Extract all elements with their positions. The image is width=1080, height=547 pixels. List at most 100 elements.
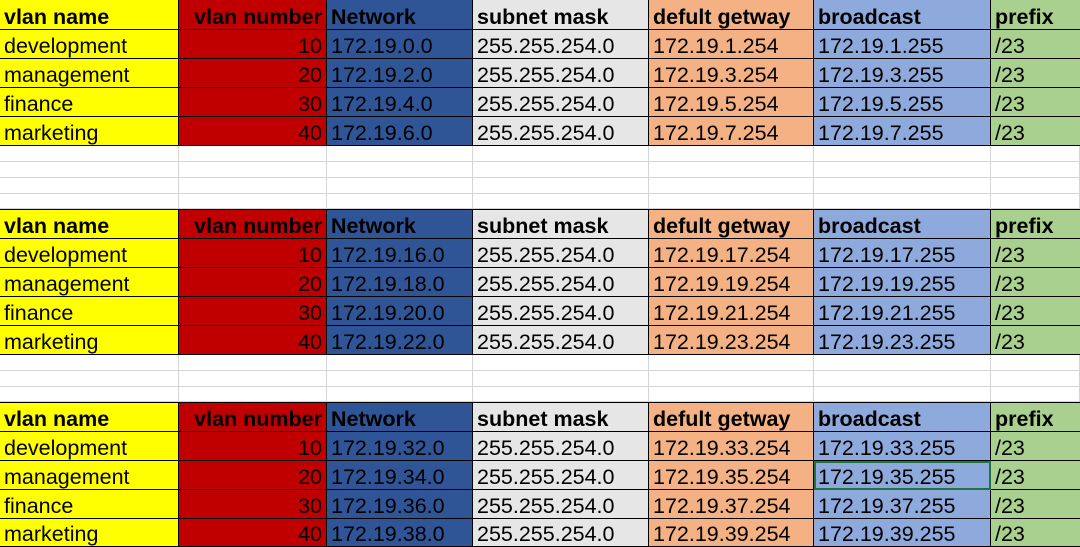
- cell-subnet-mask[interactable]: 255.255.254.0: [473, 88, 649, 117]
- empty-cell[interactable]: [179, 146, 327, 162]
- cell-prefix[interactable]: /23: [991, 88, 1080, 117]
- empty-cell[interactable]: [473, 355, 649, 371]
- header-prefix[interactable]: prefix: [991, 210, 1080, 239]
- cell-broadcast-selected[interactable]: 172.19.35.255: [814, 461, 991, 490]
- cell-vlan-name[interactable]: development: [0, 30, 179, 59]
- cell-broadcast[interactable]: 172.19.37.255: [814, 490, 991, 519]
- cell-default-gateway[interactable]: 172.19.39.254: [649, 519, 814, 547]
- cell-subnet-mask[interactable]: 255.255.254.0: [473, 461, 649, 490]
- cell-network[interactable]: 172.19.20.0: [327, 297, 473, 326]
- cell-subnet-mask[interactable]: 255.255.254.0: [473, 519, 649, 547]
- cell-default-gateway[interactable]: 172.19.23.254: [649, 326, 814, 355]
- empty-cell[interactable]: [179, 387, 327, 402]
- cell-subnet-mask[interactable]: 255.255.254.0: [473, 326, 649, 355]
- cell-vlan-number[interactable]: 30: [179, 88, 327, 117]
- cell-prefix[interactable]: /23: [991, 432, 1080, 461]
- cell-broadcast[interactable]: 172.19.23.255: [814, 326, 991, 355]
- cell-vlan-number[interactable]: 20: [179, 461, 327, 490]
- cell-vlan-name[interactable]: finance: [0, 297, 179, 326]
- cell-broadcast[interactable]: 172.19.3.255: [814, 59, 991, 88]
- empty-cell[interactable]: [327, 194, 473, 209]
- header-default-gateway[interactable]: defult getway: [649, 210, 814, 239]
- empty-cell[interactable]: [0, 178, 179, 194]
- cell-default-gateway[interactable]: 172.19.33.254: [649, 432, 814, 461]
- empty-cell[interactable]: [179, 371, 327, 387]
- header-subnet-mask[interactable]: subnet mask: [473, 0, 649, 30]
- empty-cell[interactable]: [649, 178, 814, 194]
- cell-subnet-mask[interactable]: 255.255.254.0: [473, 239, 649, 268]
- empty-cell[interactable]: [0, 162, 179, 178]
- cell-vlan-name[interactable]: management: [0, 59, 179, 88]
- cell-broadcast[interactable]: 172.19.19.255: [814, 268, 991, 297]
- empty-cell[interactable]: [179, 178, 327, 194]
- empty-cell[interactable]: [649, 162, 814, 178]
- empty-cell[interactable]: [327, 371, 473, 387]
- cell-default-gateway[interactable]: 172.19.35.254: [649, 461, 814, 490]
- cell-vlan-name[interactable]: finance: [0, 88, 179, 117]
- header-subnet-mask[interactable]: subnet mask: [473, 210, 649, 239]
- empty-cell[interactable]: [649, 146, 814, 162]
- header-prefix[interactable]: prefix: [991, 0, 1080, 30]
- cell-vlan-name[interactable]: marketing: [0, 519, 179, 547]
- cell-network[interactable]: 172.19.2.0: [327, 59, 473, 88]
- empty-cell[interactable]: [0, 371, 179, 387]
- empty-cell[interactable]: [814, 355, 991, 371]
- empty-cell[interactable]: [649, 194, 814, 209]
- empty-cell[interactable]: [814, 387, 991, 402]
- header-prefix[interactable]: prefix: [991, 403, 1080, 432]
- header-vlan-name[interactable]: vlan name: [0, 0, 179, 30]
- empty-cell[interactable]: [473, 194, 649, 209]
- header-vlan-number[interactable]: vlan number: [179, 210, 327, 239]
- cell-network[interactable]: 172.19.4.0: [327, 88, 473, 117]
- cell-vlan-number[interactable]: 10: [179, 239, 327, 268]
- cell-network[interactable]: 172.19.16.0: [327, 239, 473, 268]
- cell-default-gateway[interactable]: 172.19.17.254: [649, 239, 814, 268]
- cell-default-gateway[interactable]: 172.19.1.254: [649, 30, 814, 59]
- cell-subnet-mask[interactable]: 255.255.254.0: [473, 59, 649, 88]
- cell-vlan-name[interactable]: management: [0, 461, 179, 490]
- empty-cell[interactable]: [991, 194, 1080, 209]
- cell-vlan-name[interactable]: finance: [0, 490, 179, 519]
- empty-cell[interactable]: [0, 146, 179, 162]
- header-default-gateway[interactable]: defult getway: [649, 0, 814, 30]
- cell-vlan-name[interactable]: development: [0, 432, 179, 461]
- cell-prefix[interactable]: /23: [991, 490, 1080, 519]
- empty-cell[interactable]: [473, 146, 649, 162]
- cell-subnet-mask[interactable]: 255.255.254.0: [473, 268, 649, 297]
- cell-subnet-mask[interactable]: 255.255.254.0: [473, 432, 649, 461]
- empty-cell[interactable]: [814, 146, 991, 162]
- empty-cell[interactable]: [814, 371, 991, 387]
- cell-default-gateway[interactable]: 172.19.37.254: [649, 490, 814, 519]
- empty-cell[interactable]: [814, 162, 991, 178]
- cell-prefix[interactable]: /23: [991, 461, 1080, 490]
- empty-cell[interactable]: [473, 387, 649, 402]
- cell-vlan-number[interactable]: 10: [179, 30, 327, 59]
- cell-subnet-mask[interactable]: 255.255.254.0: [473, 297, 649, 326]
- empty-cell[interactable]: [179, 355, 327, 371]
- cell-default-gateway[interactable]: 172.19.7.254: [649, 117, 814, 146]
- cell-vlan-number[interactable]: 10: [179, 432, 327, 461]
- cell-vlan-name[interactable]: marketing: [0, 326, 179, 355]
- cell-broadcast[interactable]: 172.19.7.255: [814, 117, 991, 146]
- empty-cell[interactable]: [327, 146, 473, 162]
- header-subnet-mask[interactable]: subnet mask: [473, 403, 649, 432]
- cell-prefix[interactable]: /23: [991, 30, 1080, 59]
- cell-prefix[interactable]: /23: [991, 117, 1080, 146]
- empty-cell[interactable]: [0, 355, 179, 371]
- cell-vlan-number[interactable]: 20: [179, 59, 327, 88]
- empty-cell[interactable]: [649, 387, 814, 402]
- cell-prefix[interactable]: /23: [991, 268, 1080, 297]
- empty-cell[interactable]: [327, 355, 473, 371]
- cell-subnet-mask[interactable]: 255.255.254.0: [473, 30, 649, 59]
- cell-prefix[interactable]: /23: [991, 297, 1080, 326]
- empty-cell[interactable]: [473, 371, 649, 387]
- empty-cell[interactable]: [814, 194, 991, 209]
- header-vlan-number[interactable]: vlan number: [179, 0, 327, 30]
- empty-cell[interactable]: [814, 178, 991, 194]
- cell-vlan-number[interactable]: 40: [179, 117, 327, 146]
- cell-broadcast[interactable]: 172.19.33.255: [814, 432, 991, 461]
- empty-cell[interactable]: [991, 387, 1080, 402]
- empty-cell[interactable]: [991, 178, 1080, 194]
- cell-default-gateway[interactable]: 172.19.21.254: [649, 297, 814, 326]
- cell-prefix[interactable]: /23: [991, 59, 1080, 88]
